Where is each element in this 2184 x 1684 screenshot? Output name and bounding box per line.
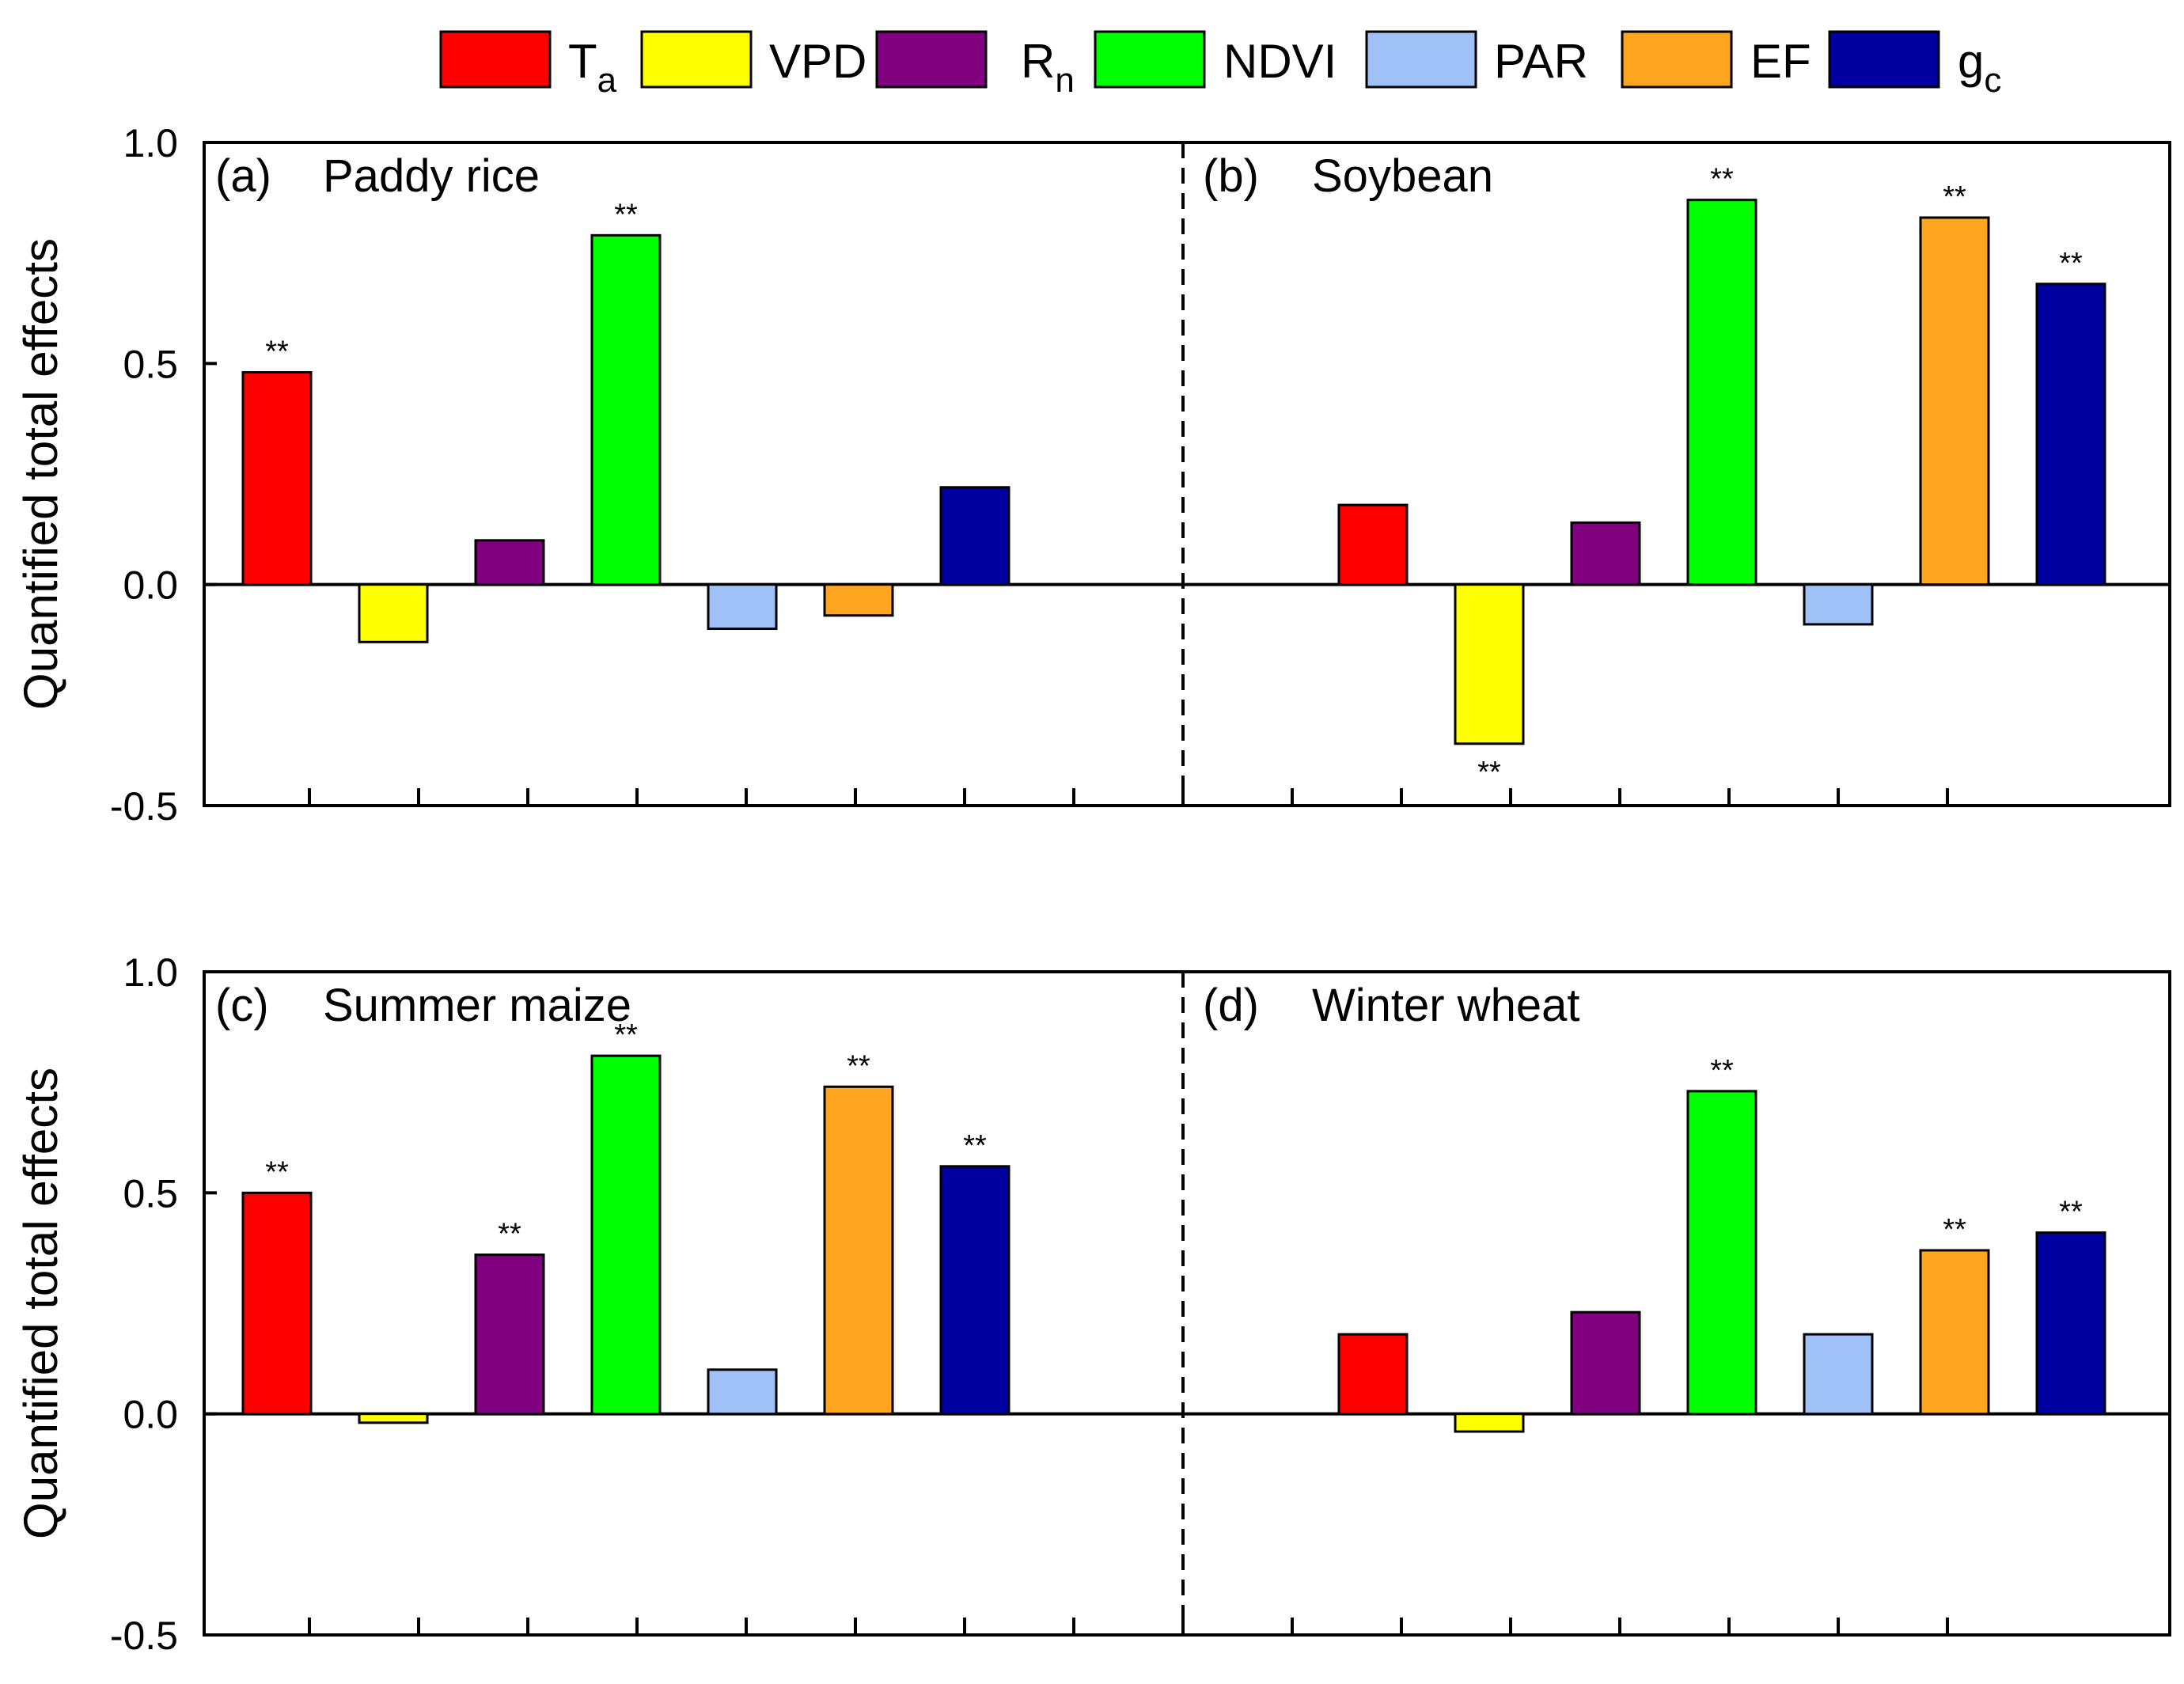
significance-b-ef: ** — [1943, 180, 1966, 214]
y-tick-label: 1.0 — [123, 121, 178, 165]
panel-label: (d) — [1203, 980, 1259, 1031]
legend-item-gc: gc — [1828, 30, 2001, 100]
bar-d-ef — [1919, 1249, 1990, 1416]
panel-title: Soybean — [1312, 150, 1493, 202]
legend-swatch-rn — [875, 30, 988, 89]
significance-b-ndvi: ** — [1710, 163, 1734, 196]
panel-label: (b) — [1203, 150, 1259, 202]
panel-c: (c) Summer maize********** — [215, 980, 1010, 1424]
bar-c-ef — [823, 1085, 894, 1416]
significance-a-ta: ** — [265, 336, 289, 369]
legend-item-vpd: VPD — [640, 30, 866, 89]
legend-label-par: PAR — [1494, 35, 1588, 88]
significance-b-gc: ** — [2059, 247, 2083, 280]
legend-swatch-ndvi — [1094, 30, 1206, 89]
legend-label-rn: Rn — [1021, 35, 1075, 100]
y-axis-label: Quantified total effects — [14, 1068, 67, 1539]
legend-label-ef: EF — [1750, 35, 1811, 88]
y-tick-label: 0.0 — [123, 1393, 178, 1437]
bar-d-ndvi — [1686, 1090, 1757, 1416]
bar-c-ta — [241, 1191, 313, 1416]
bar-b-ndvi — [1686, 199, 1757, 586]
bar-a-ef — [823, 583, 894, 617]
significance-d-ef: ** — [1943, 1213, 1966, 1246]
bar-c-vpd — [358, 1413, 429, 1424]
bar-d-ta — [1337, 1333, 1409, 1416]
legend-item-ndvi: NDVI — [1094, 30, 1337, 89]
bar-b-ta — [1337, 503, 1409, 586]
bar-b-rn — [1570, 521, 1641, 586]
legend-label-gc: gc — [1958, 35, 2001, 100]
legend-swatch-par — [1365, 30, 1477, 89]
panel-title: Paddy rice — [323, 150, 540, 202]
significance-a-ndvi: ** — [614, 198, 638, 231]
bar-a-ndvi — [590, 233, 662, 586]
legend-swatch-gc — [1828, 30, 1940, 89]
bar-b-vpd — [1454, 583, 1525, 745]
significance-b-vpd: ** — [1477, 756, 1501, 789]
bar-a-gc — [939, 486, 1010, 586]
significance-d-ndvi: ** — [1710, 1054, 1734, 1087]
legend-label-ta: Ta — [568, 35, 617, 100]
bar-c-gc — [939, 1165, 1010, 1416]
significance-c-rn: ** — [498, 1218, 521, 1251]
legend-item-par: PAR — [1365, 30, 1588, 89]
panel-title: Summer maize — [323, 980, 631, 1031]
panel-a: (a) Paddy rice ** ** — [215, 150, 1010, 643]
legend-label-ndvi: NDVI — [1223, 35, 1337, 88]
legend: Ta VPD Rn NDVI PAR EF gc — [439, 30, 2001, 100]
significance-d-gc: ** — [2059, 1196, 2083, 1229]
significance-c-ndvi: ** — [614, 1018, 638, 1052]
significance-c-ta: ** — [265, 1155, 289, 1189]
panel-title: Winter wheat — [1312, 980, 1579, 1031]
panel-b: (b) Soybean ** ** ** ** — [1203, 150, 2106, 789]
bar-b-par — [1803, 583, 1874, 626]
plot-frame — [203, 141, 2171, 807]
significance-c-ef: ** — [847, 1049, 870, 1083]
bar-c-rn — [474, 1254, 545, 1416]
bar-a-par — [707, 583, 778, 631]
bar-d-gc — [2035, 1231, 2106, 1416]
bar-d-par — [1803, 1333, 1874, 1416]
bar-b-ef — [1919, 216, 1990, 586]
bar-a-rn — [474, 539, 545, 586]
legend-swatch-vpd — [640, 30, 753, 89]
panel-label: (a) — [215, 150, 271, 202]
bar-d-vpd — [1454, 1413, 1525, 1433]
y-axis-label: Quantified total effects — [14, 238, 67, 710]
y-tick-label: -0.5 — [110, 784, 178, 829]
legend-label-vpd: VPD — [769, 35, 866, 88]
y-tick-label: 1.0 — [123, 950, 178, 995]
bar-b-gc — [2035, 283, 2106, 586]
y-tick-label: 0.5 — [123, 342, 178, 386]
y-tick-label: 0.0 — [123, 563, 178, 608]
bottom-chart: -0.5 0.0 0.5 1.0 Quantified total effects (c)… — [14, 950, 2171, 1658]
legend-item-rn: Rn — [875, 30, 1075, 100]
legend-item-ta: Ta — [439, 30, 617, 100]
y-tick-label: -0.5 — [110, 1614, 178, 1658]
panel-d: (d) Winter wheat ** ** ** — [1203, 980, 2106, 1433]
y-tick-label: 0.5 — [123, 1171, 178, 1216]
legend-swatch-ta — [439, 30, 552, 89]
legend-swatch-ef — [1621, 30, 1733, 89]
bar-a-vpd — [358, 583, 429, 643]
top-chart: -0.5 0.0 0.5 1.0 Quantified total effects (a)… — [14, 121, 2171, 829]
significance-c-gc: ** — [963, 1129, 987, 1162]
bar-a-ta — [241, 371, 313, 586]
bar-d-rn — [1570, 1310, 1641, 1416]
plot-frame — [203, 970, 2171, 1637]
panel-label: (c) — [215, 980, 269, 1031]
bar-c-ndvi — [590, 1054, 662, 1416]
legend-item-ef: EF — [1621, 30, 1811, 89]
bar-c-par — [707, 1368, 778, 1416]
